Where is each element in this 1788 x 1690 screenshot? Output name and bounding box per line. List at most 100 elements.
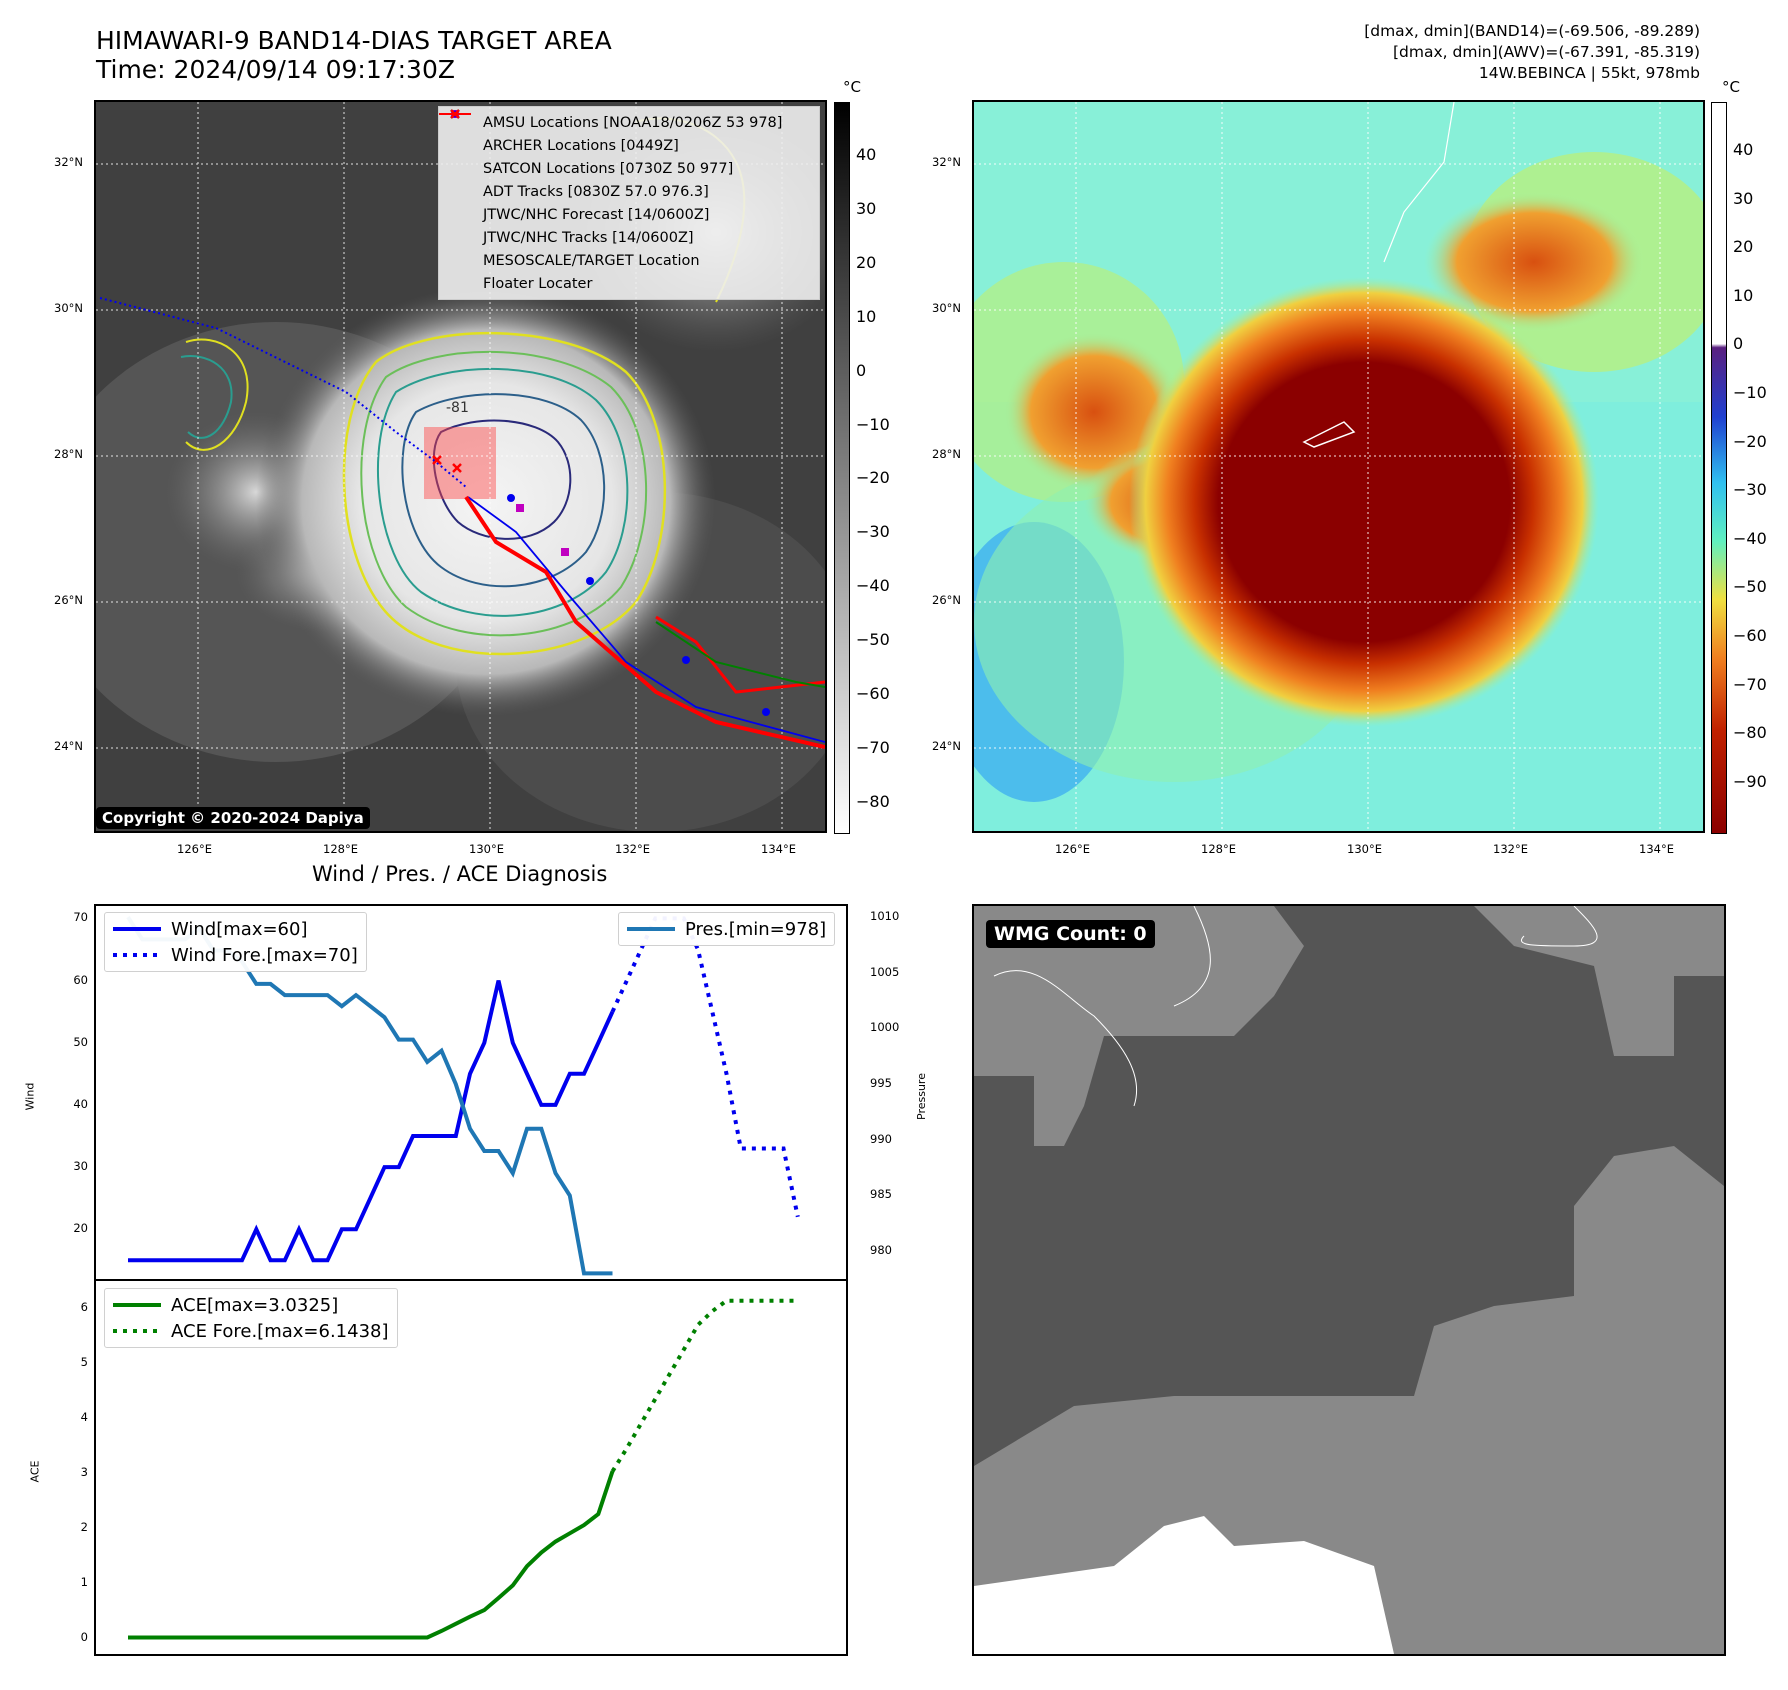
colorbar-left-tick: 10 (856, 306, 877, 326)
map-legend-item: JTWC/NHC Tracks [14/0600Z] (439, 110, 813, 249)
wind-tick: 40 (73, 1096, 88, 1111)
ir-map-panel: -81 AMSU Locations (94, 100, 827, 833)
ace-tick: 4 (80, 1410, 88, 1425)
awv-lat-tick-32: 32°N (932, 155, 961, 169)
colorbar-left-tick: −30 (856, 522, 890, 542)
map-legend-label: SATCON Locations [0730Z 50 977] (483, 160, 734, 177)
wmg-count-badge: WMG Count: 0 (986, 920, 1155, 948)
colorbar-left (834, 102, 850, 834)
map-legend-label: MESOSCALE/TARGET Location (483, 252, 700, 269)
lon-tick-134: 134°E (761, 842, 796, 856)
wind-tick: 50 (73, 1034, 88, 1049)
wind-tick: 30 (73, 1159, 88, 1174)
colorbar-left-tick: −60 (856, 684, 890, 703)
storm-info: 14W.BEBINCA | 55kt, 978mb (1478, 64, 1700, 82)
map-legend-label: ADT Tracks [0830Z 57.0 976.3] (483, 183, 709, 200)
ace-legend-label: ACE[max=3.0325] (171, 1294, 339, 1316)
awv-lat-tick-26: 26°N (932, 593, 961, 607)
wmg-panel: WMG Count: 0 (972, 904, 1726, 1656)
map-legend-item: MESOSCALE/TARGET Location (445, 109, 813, 272)
chart-title: HIMAWARI-9 BAND14-DIAS TARGET AREA (96, 26, 612, 55)
legend-symbol-icon (439, 110, 477, 245)
wind-axis-label: Wind (23, 1082, 37, 1111)
ace-panel (94, 1279, 848, 1656)
pressure-tick: 990 (870, 1131, 892, 1146)
map-legend-label: JTWC/NHC Forecast [14/0600Z] (483, 206, 710, 223)
map-legend-label: AMSU Locations [NOAA18/0206Z 53 978] (483, 114, 783, 131)
pressure-legend-label: Pres.[min=978] (685, 918, 827, 940)
ace-tick: 2 (80, 1519, 88, 1534)
copyright-badge: Copyright © 2020-2024 Dapiya (96, 807, 370, 829)
colorbar-left-tick: −50 (856, 630, 890, 650)
colorbar-left-tick: 30 (856, 198, 877, 218)
lon-tick-130: 130°E (469, 842, 504, 856)
pressure-tick: 1005 (870, 964, 900, 979)
colorbar-right-tick: 20 (1733, 237, 1754, 257)
wind-fore-legend-label: Wind Fore.[max=70] (171, 944, 358, 966)
legend-symbol-icon (439, 113, 477, 291)
diagnosis-title: Wind / Pres. / ACE Diagnosis (312, 862, 608, 886)
map-legend-item: ADT Tracks [0830Z 57.0 976.3] (439, 113, 813, 203)
colorbar-left-tick: 0 (856, 360, 867, 380)
legend-symbol-icon (439, 113, 477, 199)
pressure-tick: 1000 (870, 1020, 900, 1035)
legend-symbol-icon (445, 110, 477, 153)
colorbar-right-tick: −60 (1733, 626, 1767, 645)
pressure-axis-label: Pressure (914, 1073, 928, 1120)
colorbar-right-tick: −30 (1733, 480, 1767, 500)
wind-legend-label: Wind[max=60] (171, 918, 308, 940)
lat-tick-24: 24°N (54, 739, 83, 753)
colorbar-right-tick: −20 (1733, 431, 1767, 451)
colorbar-left-tick: −70 (856, 737, 890, 757)
awv-lon-tick-132: 132°E (1493, 842, 1528, 856)
wind-tick: 20 (73, 1221, 88, 1236)
colorbar-left-unit: °C (843, 78, 861, 96)
wind-tick: 70 (73, 910, 88, 925)
ace-tick: 5 (80, 1355, 88, 1370)
legend-symbol-icon (445, 109, 477, 268)
ace-legend: ACE[max=3.0325] ACE Fore.[max=6.1438] (104, 1288, 398, 1348)
awv-map-image (974, 102, 1703, 831)
lat-tick-30: 30°N (54, 301, 83, 315)
colorbar-left-tick: −80 (856, 791, 890, 811)
awv-lat-tick-28: 28°N (932, 447, 961, 461)
wind-tick: 60 (73, 972, 88, 987)
ace-fore-legend-label: ACE Fore.[max=6.1438] (171, 1320, 389, 1342)
pressure-tick: 995 (870, 1076, 892, 1091)
colorbar-right-tick: −10 (1733, 383, 1767, 402)
awv-lat-tick-30: 30°N (932, 301, 961, 315)
wind-legend: Wind[max=60] Wind Fore.[max=70] (104, 912, 367, 972)
awv-range: [dmax, dmin](AWV)=(-67.391, -85.319) (1393, 43, 1700, 61)
colorbar-right (1711, 102, 1727, 834)
map-legend-label: ARCHER Locations [0449Z] (483, 137, 679, 154)
colorbar-right-unit: °C (1722, 78, 1740, 96)
colorbar-right-tick: 30 (1733, 188, 1754, 208)
pressure-tick: 985 (870, 1187, 892, 1202)
legend-symbol-icon (439, 113, 477, 222)
ace-tick: 6 (80, 1300, 88, 1315)
pressure-tick: 980 (870, 1243, 892, 1258)
legend-symbol-icon (445, 109, 477, 176)
colorbar-right-tick: 10 (1733, 285, 1754, 305)
awv-lon-tick-128: 128°E (1201, 842, 1236, 856)
colorbar-left-tick: −20 (856, 468, 890, 488)
map-legend-item: JTWC/NHC Forecast [14/0600Z] (439, 113, 813, 226)
pressure-tick: 1010 (870, 909, 900, 924)
ace-axis-label: ACE (28, 1460, 42, 1483)
lat-tick-32: 32°N (54, 155, 83, 169)
map-legend: AMSU Locations [NOAA18/0206Z 53 978] ARCH… (438, 106, 820, 300)
colorbar-right-tick: −70 (1733, 674, 1767, 694)
ace-tick: 3 (80, 1464, 88, 1479)
wmg-image (974, 906, 1724, 1654)
svg-text:-81: -81 (446, 400, 469, 416)
map-legend-item: Floater Locater (439, 113, 813, 295)
map-legend-item: SATCON Locations [0730Z 50 977] (445, 109, 813, 180)
lon-tick-132: 132°E (615, 842, 650, 856)
awv-lon-tick-130: 130°E (1347, 842, 1382, 856)
pressure-legend: Pres.[min=978] (618, 912, 836, 946)
colorbar-right-tick: 0 (1733, 334, 1744, 354)
colorbar-right-tick: −50 (1733, 577, 1767, 597)
colorbar-right-tick: 40 (1733, 140, 1754, 159)
awv-lon-tick-126: 126°E (1055, 842, 1090, 856)
lon-tick-126: 126°E (177, 842, 212, 856)
